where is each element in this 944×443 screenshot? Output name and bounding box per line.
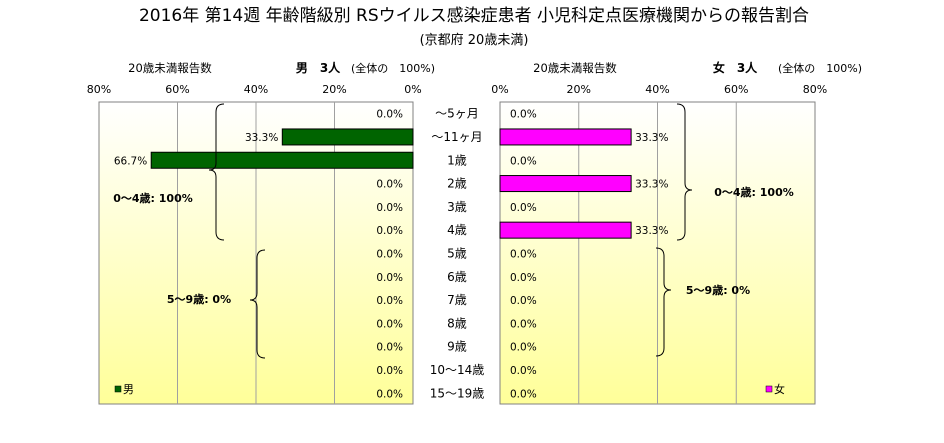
age-category-label: 8歳 <box>447 316 467 330</box>
male-tick-label: 20% <box>322 83 346 96</box>
female-count-label: 20歳未満報告数 <box>533 61 617 75</box>
male-legend-label: 男 <box>123 383 134 396</box>
chart-title: 2016年 第14週 年齢階級別 RSウイルス感染症患者 小児科定点医療機関から… <box>139 6 809 26</box>
female-value-label: 0.0% <box>510 272 537 284</box>
age-category-label: 2歳 <box>447 177 467 191</box>
female-legend-label: 女 <box>774 382 785 396</box>
age-category-label: ～11ヶ月 <box>431 130 482 144</box>
age-category-label: 3歳 <box>447 200 467 214</box>
female-value-label: 0.0% <box>510 109 537 121</box>
male-group-5-9: 5～9歳: 0% <box>167 292 231 306</box>
female-tick-label: 40% <box>645 83 669 96</box>
male-value-label: 33.3% <box>245 132 278 144</box>
male-tick-label: 60% <box>165 83 189 96</box>
female-group-0-4: 0～4歳: 100% <box>714 185 794 199</box>
male-count-label: 20歳未満報告数 <box>128 61 212 75</box>
female-value-label: 0.0% <box>510 248 537 260</box>
female-value-label: 0.0% <box>510 295 537 307</box>
chart-subtitle: (京都府 20歳未満) <box>420 33 529 48</box>
female-group-5-9: 5～9歳: 0% <box>686 283 750 297</box>
male-bar <box>281 128 414 146</box>
male-value-label: 0.0% <box>376 318 403 330</box>
age-category-label: ～5ヶ月 <box>435 107 479 121</box>
age-category-label: 9歳 <box>447 340 467 354</box>
category-labels: ～5ヶ月 ～11ヶ月 1歳 2歳 3歳 4歳 5歳 6歳 7歳 8歳 9歳 10～14歳 15～19歳 <box>430 107 485 401</box>
age-category-label: 7歳 <box>447 293 467 307</box>
age-category-label: 5歳 <box>447 246 467 260</box>
male-value-label: 0.0% <box>376 388 403 400</box>
male-legend-swatch <box>114 385 122 393</box>
female-sex-count: 女 3人 <box>713 60 758 75</box>
female-value-label: 33.3% <box>635 225 668 237</box>
female-value-label: 0.0% <box>510 155 537 167</box>
male-value-label: 0.0% <box>376 179 403 191</box>
male-group-0-4: 0～4歳: 100% <box>113 191 193 205</box>
female-tick-label: 20% <box>567 83 591 96</box>
age-category-label: 15～19歳 <box>430 386 485 400</box>
axis-ticks: 80% 60% 40% 20% 0% 0% 20% 40% 60% 80% <box>87 83 827 96</box>
female-tick-label: 0% <box>491 83 508 96</box>
female-legend-swatch <box>765 385 773 393</box>
male-bar <box>150 151 414 169</box>
female-value-label: 0.0% <box>510 365 537 377</box>
male-sex-count: 男 3人 <box>296 60 341 75</box>
female-tick-label: 60% <box>724 83 748 96</box>
age-category-label: 4歳 <box>447 223 467 237</box>
male-bracket-5-9 <box>249 249 266 359</box>
male-tick-label: 80% <box>87 83 111 96</box>
age-category-label: 10～14歳 <box>430 363 485 377</box>
female-bracket-5-9 <box>655 247 672 357</box>
value-labels: 0.0% 33.3% 66.7% 0.0% 0.0% 0.0% 0.0% 0.0% 0.0% 0.… <box>114 109 669 401</box>
male-value-label: 0.0% <box>376 248 403 260</box>
male-value-label: 0.0% <box>376 365 403 377</box>
male-bracket-0-4 <box>208 103 225 241</box>
male-value-label: 0.0% <box>376 202 403 214</box>
female-bar <box>499 221 632 239</box>
male-value-label: 0.0% <box>376 342 403 354</box>
female-pct-note: (全体の 100%) <box>778 61 862 75</box>
female-value-label: 0.0% <box>510 342 537 354</box>
male-value-label: 0.0% <box>376 295 403 307</box>
age-category-label: 1歳 <box>447 153 467 167</box>
male-value-label: 66.7% <box>114 155 147 167</box>
female-bracket-0-4 <box>676 103 693 241</box>
age-category-label: 6歳 <box>447 270 467 284</box>
male-value-label: 0.0% <box>376 225 403 237</box>
female-tick-label: 80% <box>803 83 827 96</box>
female-value-label: 33.3% <box>635 179 668 191</box>
female-value-label: 0.0% <box>510 388 537 400</box>
male-tick-label: 40% <box>244 83 268 96</box>
female-value-label: 0.0% <box>510 202 537 214</box>
bars <box>150 128 632 239</box>
female-value-label: 0.0% <box>510 318 537 330</box>
female-bar <box>499 175 632 193</box>
male-tick-label: 0% <box>404 83 421 96</box>
female-value-label: 33.3% <box>635 132 668 144</box>
female-bar <box>499 128 632 146</box>
male-value-label: 0.0% <box>376 109 403 121</box>
male-pct-note: (全体の 100%) <box>351 61 435 75</box>
male-value-label: 0.0% <box>376 272 403 284</box>
